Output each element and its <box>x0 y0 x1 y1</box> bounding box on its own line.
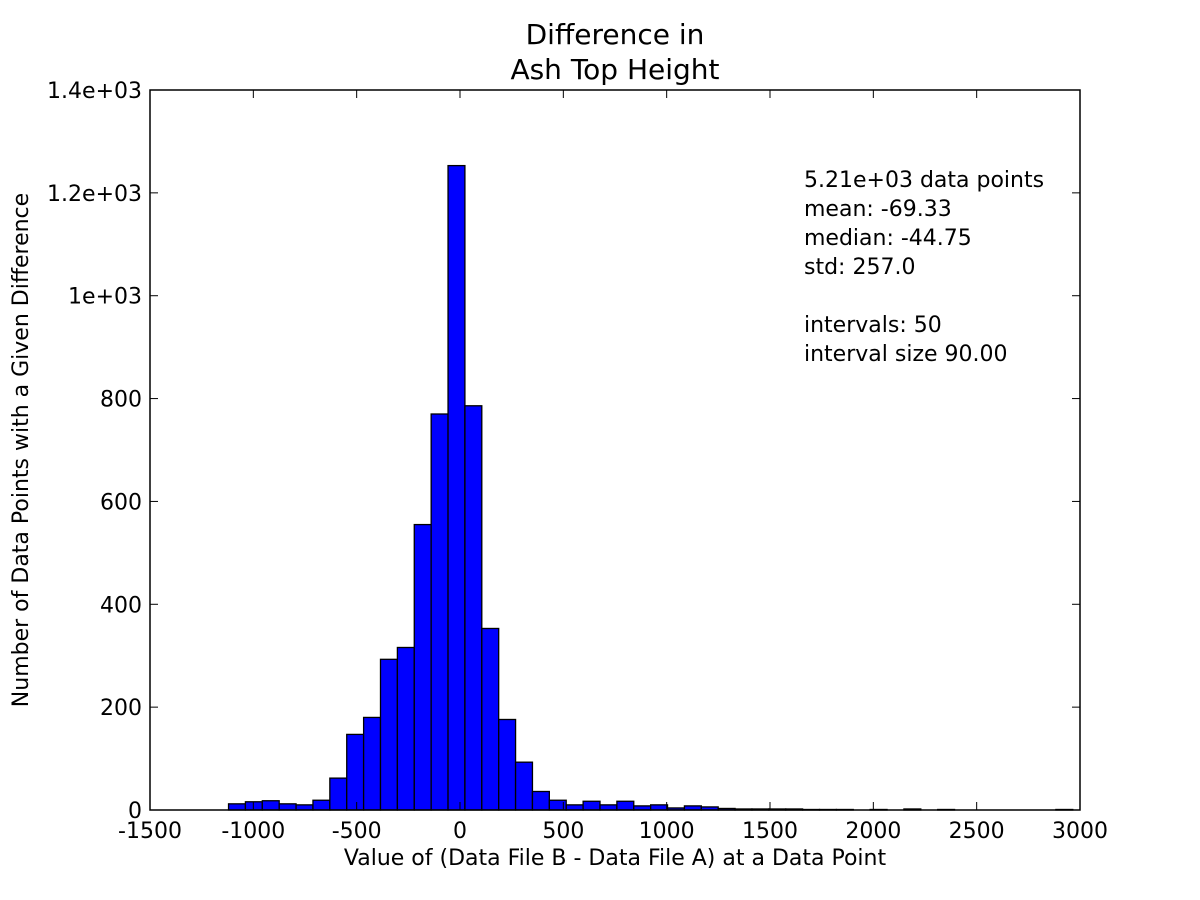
plot-frame <box>149 89 1081 811</box>
x-tick-label: -500 <box>332 819 382 844</box>
y-tick-label: 1.2e+03 <box>47 182 142 207</box>
x-tick-label: -1000 <box>221 819 285 844</box>
histogram-bar <box>650 804 669 811</box>
histogram-bar <box>616 800 635 811</box>
stats-line: mean: -69.33 <box>804 197 952 222</box>
histogram-bar <box>227 803 247 811</box>
histogram-bar <box>295 804 314 811</box>
histogram-bar <box>244 801 263 811</box>
x-tick-label: 2500 <box>949 819 1005 844</box>
x-tick-label: 1000 <box>639 819 695 844</box>
histogram-bar <box>599 804 618 811</box>
x-tick-label: 3000 <box>1052 819 1108 844</box>
histogram-bar <box>346 733 365 811</box>
x-tick-label: 500 <box>542 819 584 844</box>
histogram-bar <box>565 804 584 811</box>
histogram-bar <box>379 658 399 811</box>
stats-line: median: -44.75 <box>804 226 972 251</box>
histogram-bar <box>312 799 331 811</box>
x-axis-label: Value of (Data File B - Data File A) at … <box>344 846 887 871</box>
y-tick-label: 200 <box>100 696 142 721</box>
histogram-bar <box>278 803 297 811</box>
chart-title-line-1: Difference in <box>526 18 705 51</box>
axis-ticks: -1500 -1000 -500 0 500 1000 1500 2000 2500 3000 0 2… <box>47 79 1108 844</box>
y-tick-label: 1.4e+03 <box>47 79 142 104</box>
histogram-bars <box>227 164 1074 811</box>
stats-annotation: 5.21e+03 data points mean: -69.33 median: … <box>804 168 1044 367</box>
x-tick-label: 0 <box>453 819 467 844</box>
histogram-bar <box>430 413 449 811</box>
stats-line: 5.21e+03 data points <box>804 168 1044 193</box>
y-tick-label: 600 <box>100 490 142 515</box>
stats-line: std: 257.0 <box>804 255 915 280</box>
histogram-bar <box>481 627 500 811</box>
x-tick-label: 1500 <box>742 819 798 844</box>
histogram-bar <box>582 800 601 811</box>
y-tick-label: 0 <box>128 799 142 824</box>
y-tick-label: 1e+03 <box>68 285 142 310</box>
histogram-bar <box>329 777 348 811</box>
x-tick-label: 2000 <box>845 819 901 844</box>
x-tick-label: -1500 <box>118 819 182 844</box>
histogram-bar <box>362 716 382 811</box>
y-tick-label: 800 <box>100 388 142 413</box>
histogram-bar <box>413 523 432 811</box>
histogram-bar <box>261 800 280 811</box>
histogram-bar <box>396 646 415 811</box>
histogram-bar <box>447 164 466 811</box>
histogram-bar <box>531 790 550 811</box>
stats-line: intervals: 50 <box>804 313 942 338</box>
histogram-bar <box>514 761 534 811</box>
histogram-bar <box>498 718 517 811</box>
histogram-bar <box>464 405 483 811</box>
stats-line: interval size 90.00 <box>804 342 1008 367</box>
y-axis-label: Number of Data Points with a Given Diffe… <box>9 193 34 707</box>
y-tick-label: 400 <box>100 593 142 618</box>
chart-title-line-2: Ash Top Height <box>510 53 719 86</box>
